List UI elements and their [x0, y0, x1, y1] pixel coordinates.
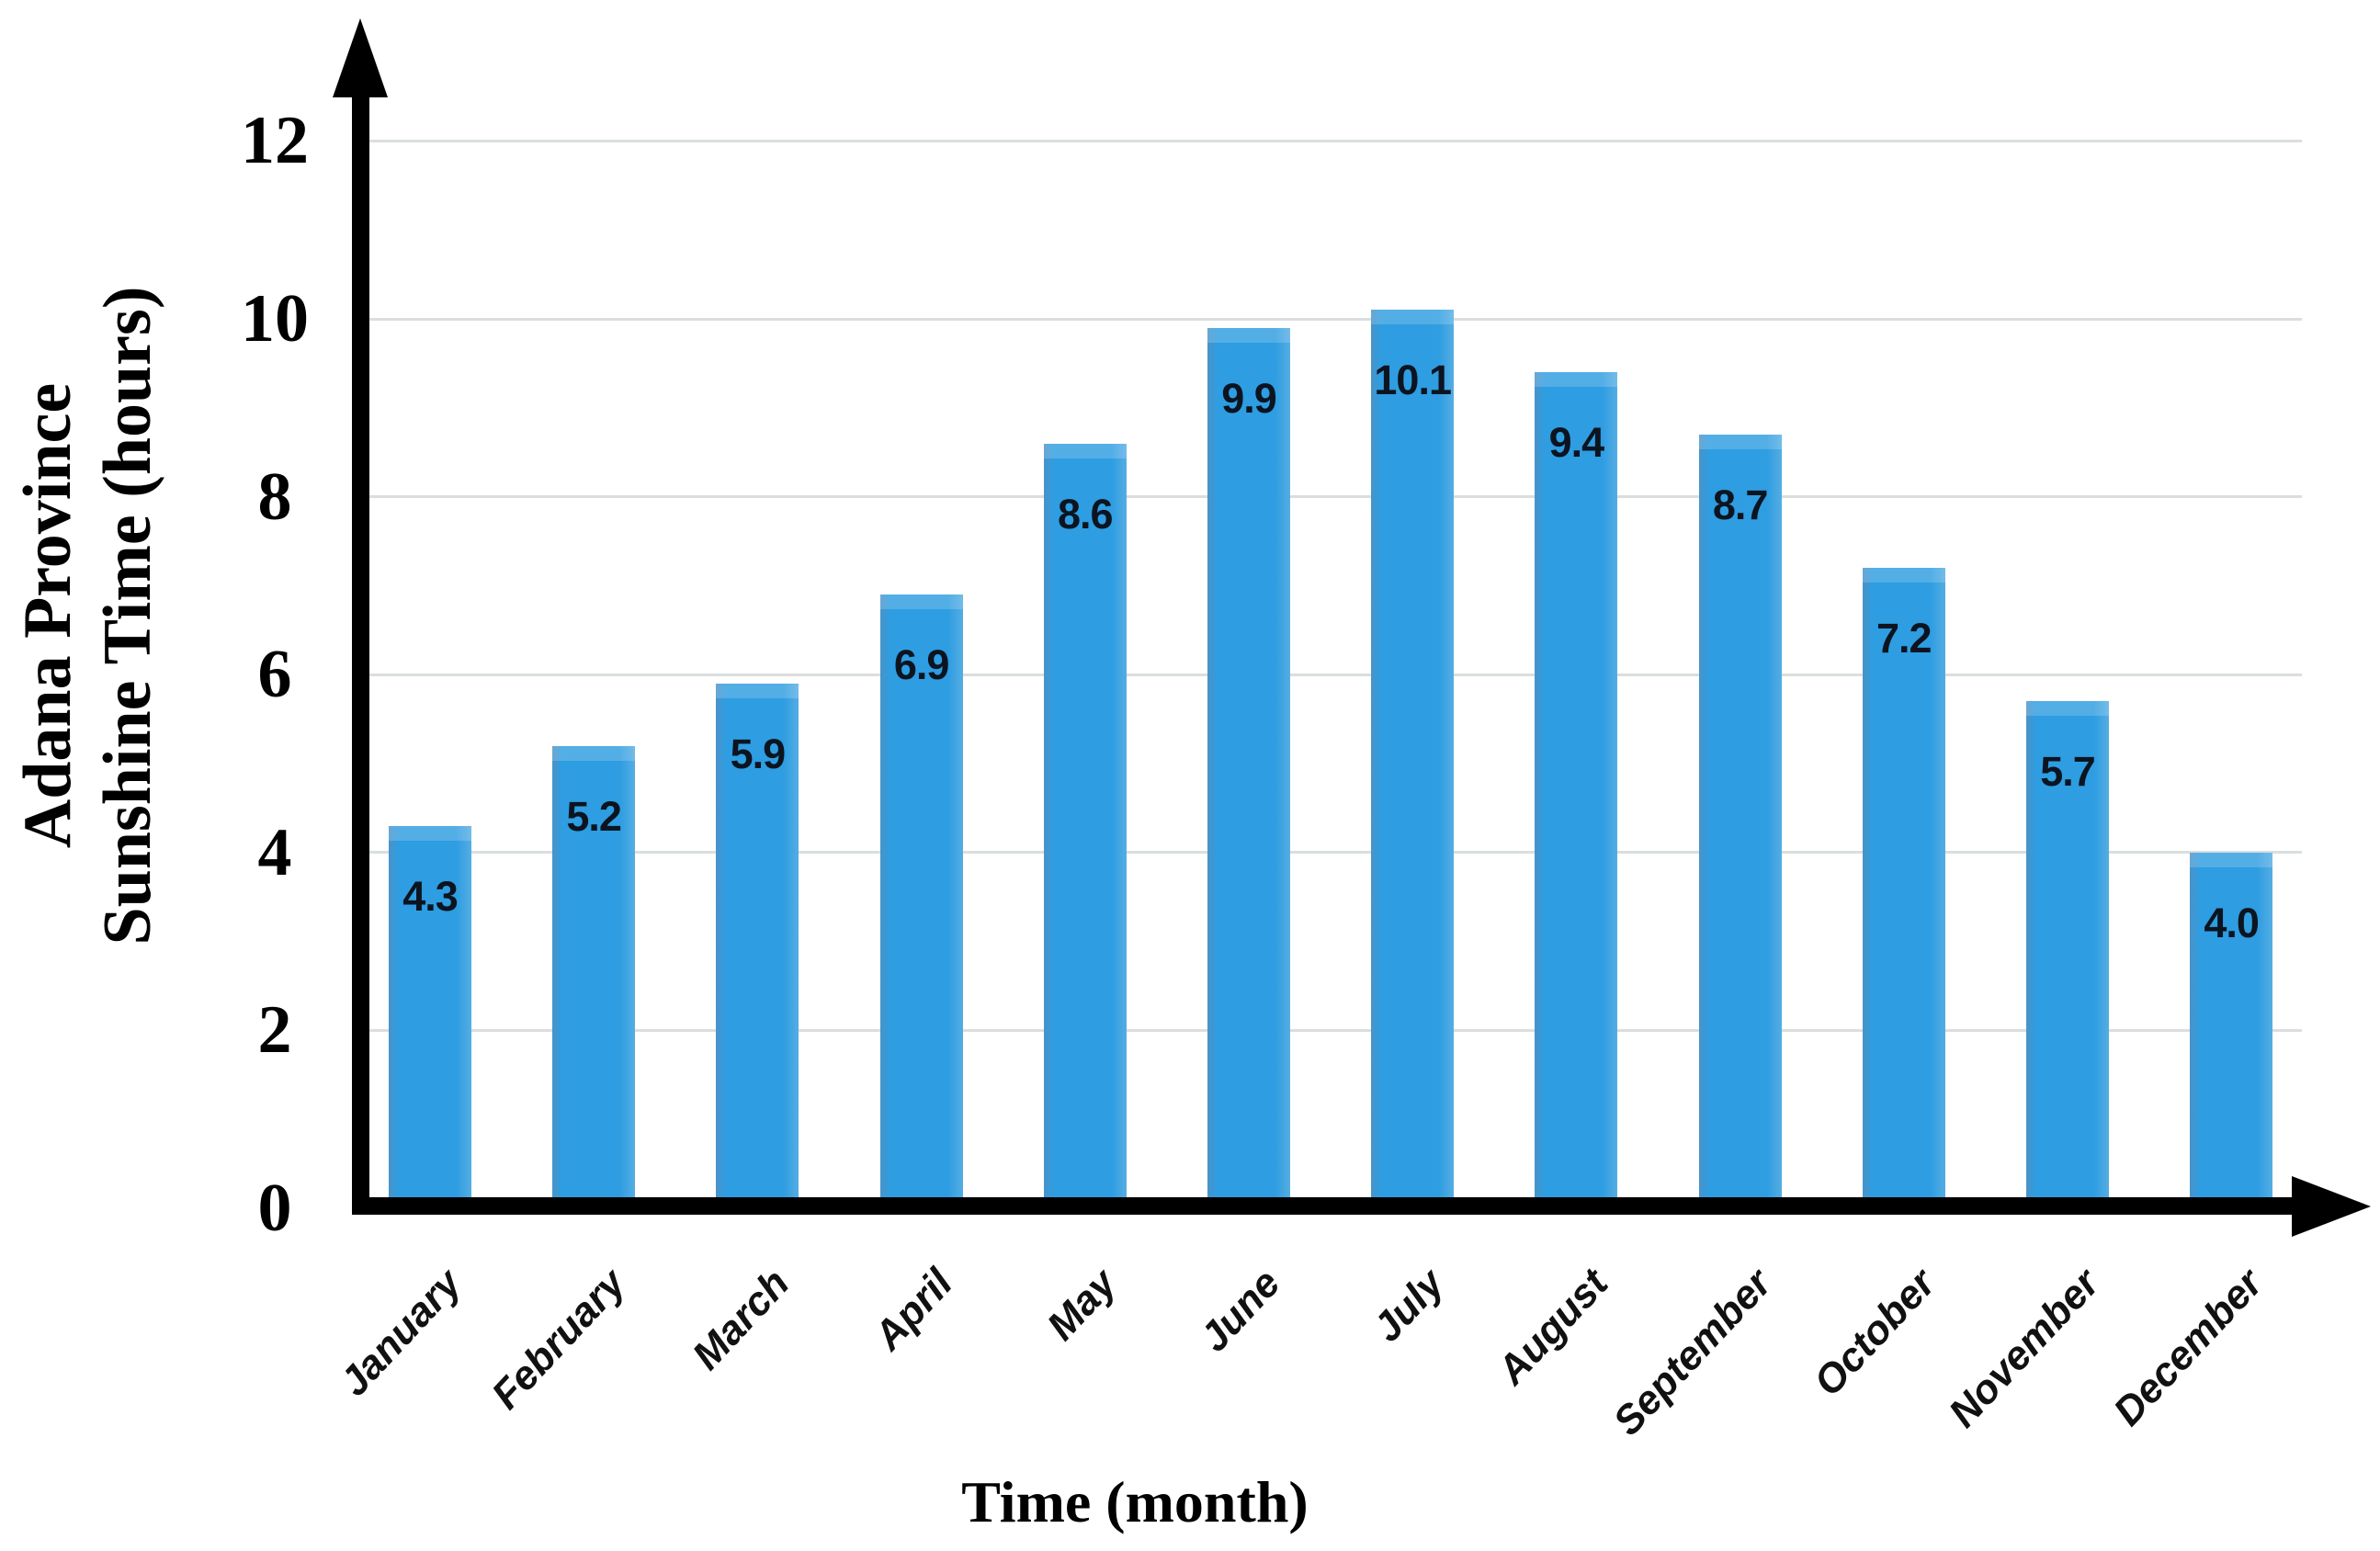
- bar-december: [2190, 852, 2273, 1211]
- x-tick-label-june: June: [1191, 1261, 1289, 1361]
- gridline-8: [369, 495, 2302, 499]
- x-tick-label-march: March: [684, 1261, 799, 1379]
- bar-february: [552, 745, 636, 1211]
- bar-value-july: 10.1: [1374, 357, 1452, 404]
- x-axis-arrow-icon: [2292, 1176, 2371, 1237]
- bar-november: [2026, 701, 2109, 1211]
- bar-value-december: 4.0: [2204, 899, 2260, 946]
- bar-may: [1043, 443, 1127, 1211]
- x-tick-label-august: August: [1489, 1261, 1617, 1394]
- y-axis-arrow-icon: [333, 18, 388, 97]
- bar-value-october: 7.2: [1876, 615, 1932, 662]
- bar-march: [716, 683, 799, 1211]
- bar-august: [1535, 372, 1618, 1211]
- x-axis-title: Time (month): [961, 1469, 1309, 1534]
- gridline-12: [369, 139, 2302, 142]
- bar-october: [1862, 568, 1945, 1211]
- bar-value-january: 4.3: [402, 872, 459, 920]
- y-tick-label-10: 10: [241, 281, 309, 357]
- bar-value-march: 5.9: [730, 730, 787, 777]
- y-axis-title-line2: Sunshine Time (hours): [90, 286, 165, 945]
- x-tick-label-may: May: [1038, 1261, 1126, 1350]
- gridline-6: [369, 673, 2302, 676]
- bar-value-august: 9.4: [1548, 419, 1605, 467]
- bar-january: [389, 825, 471, 1211]
- bar-april: [879, 594, 963, 1211]
- bar-value-april: 6.9: [893, 641, 950, 689]
- y-axis-title-line1: Adana Province: [10, 382, 85, 849]
- y-axis-title: Adana Province Sunshine Time (hours): [8, 110, 177, 1121]
- x-tick-label-december: December: [2105, 1261, 2272, 1435]
- bar-value-november: 5.7: [2040, 748, 2096, 796]
- y-tick-label-0: 0: [257, 1171, 292, 1246]
- x-tick-label-april: April: [866, 1261, 962, 1359]
- y-tick-label-4: 4: [257, 814, 292, 890]
- x-tick-label-july: July: [1365, 1261, 1454, 1351]
- bar-june: [1207, 327, 1290, 1211]
- y-tick-label-2: 2: [257, 992, 292, 1069]
- x-tick-label-january: January: [331, 1261, 470, 1405]
- gridline-4: [369, 851, 2302, 855]
- bar-september: [1698, 434, 1782, 1211]
- x-tick-label-october: October: [1805, 1261, 1944, 1405]
- gridline-2: [369, 1028, 2302, 1032]
- y-axis-line: [352, 64, 369, 1215]
- bar-value-september: 8.7: [1712, 481, 1769, 528]
- x-tick-label-february: February: [482, 1261, 635, 1419]
- bar-value-june: 9.9: [1221, 374, 1277, 422]
- x-axis-line: [352, 1197, 2297, 1215]
- bar-value-may: 8.6: [1058, 490, 1114, 538]
- y-tick-label-6: 6: [257, 637, 292, 713]
- y-tick-label-8: 8: [257, 459, 292, 535]
- x-tick-label-november: November: [1940, 1261, 2108, 1436]
- gridline-10: [369, 317, 2302, 321]
- y-tick-label-12: 12: [241, 103, 309, 179]
- bar-july: [1371, 310, 1455, 1211]
- x-tick-label-september: September: [1604, 1261, 1781, 1444]
- bar-value-february: 5.2: [566, 792, 622, 840]
